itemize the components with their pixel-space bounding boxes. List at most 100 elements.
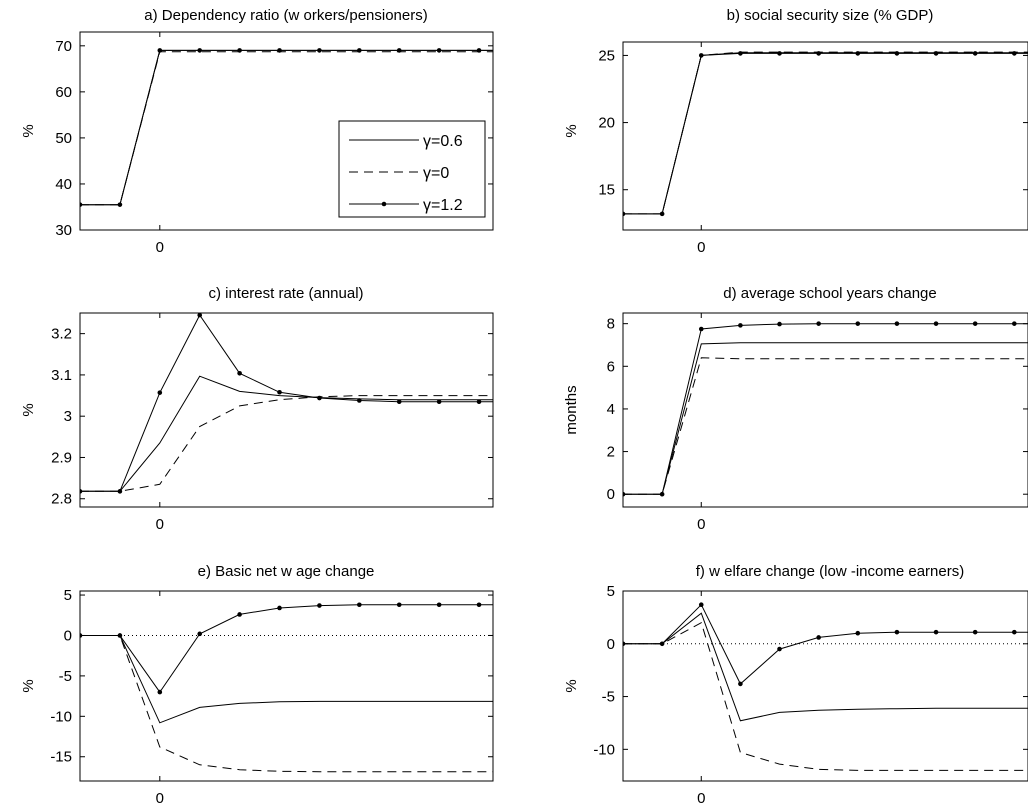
panel-c-y-tick-label: 2.9 — [51, 449, 72, 466]
panel-b-point-gamma-1-2 — [738, 51, 743, 56]
panel-c-frame — [79, 312, 494, 508]
panel-c-y-tick-label: 3 — [64, 408, 72, 425]
panel-b-title: b) social security size (% GDP) — [727, 7, 934, 24]
panel-c-point-gamma-1-2 — [317, 395, 322, 401]
panel-b: b) social security size (% GDP) % 15 20 25… — [563, 7, 1028, 256]
panel-a-point-gamma-1-2 — [117, 202, 123, 207]
panel-e-point-gamma-1-2 — [396, 602, 402, 608]
panel-d-point-gamma-1-2 — [894, 321, 900, 326]
panel-d: d) average school years change months 0 2… — [563, 285, 1028, 533]
panel-c-point-gamma-1-2 — [237, 370, 242, 376]
panel-e-series-gamma-0-6 — [80, 635, 493, 724]
panel-b-point-gamma-1-2 — [894, 51, 900, 56]
panel-f-ylabel: % — [563, 679, 580, 692]
panel-c-point-gamma-1-2 — [476, 399, 482, 405]
panel-e-ylabel: % — [20, 679, 37, 692]
panel-c-plot-area: 2.8 2.9 3 3.1 3.2 0 — [51, 312, 522, 533]
panel-a-y-tick-label: 60 — [55, 84, 72, 101]
panel-c-point-gamma-1-2 — [197, 313, 203, 318]
panel-b-point-gamma-1-2 — [659, 211, 665, 217]
panel-a-point-gamma-1-2 — [277, 48, 282, 53]
panel-e-y-tick-label: -10 — [50, 708, 72, 725]
panel-c-point-gamma-1-2 — [277, 389, 282, 395]
panel-d-point-gamma-1-2 — [777, 321, 782, 327]
panel-c: c) interest rate (annual) % 2.8 2.9 3 3.1 3.… — [20, 285, 522, 533]
panel-a-y-tick-label: 70 — [55, 38, 72, 55]
panel-d-y-tick-label: 4 — [607, 401, 615, 418]
panel-d-x-tick-label: 0 — [697, 516, 705, 533]
panel-b-point-gamma-1-2 — [972, 51, 978, 56]
panel-c-point-gamma-1-2 — [357, 398, 362, 403]
panel-a-point-gamma-1-2 — [157, 48, 163, 53]
panel-f-point-gamma-1-2 — [933, 629, 939, 635]
panel-c-x-tick-label: 0 — [156, 516, 164, 533]
panel-f-y-tick-label: 5 — [607, 583, 615, 600]
panel-f-y-tick-label: -5 — [602, 689, 615, 706]
panel-a-title: a) Dependency ratio (w orkers/pensioners… — [144, 7, 427, 24]
panel-e-point-gamma-1-2 — [357, 602, 362, 608]
legend-label-gamma-0-6: γ=0.6 — [423, 133, 463, 150]
panel-c-series-group — [80, 313, 522, 494]
panel-a-point-gamma-1-2 — [197, 48, 203, 53]
panel-c-series-gamma-1-2 — [80, 314, 493, 492]
panel-d-series-gamma-0 — [623, 357, 1028, 495]
panel-f-point-gamma-1-2 — [855, 630, 861, 636]
panel-a-ylabel: % — [20, 124, 37, 137]
panel-b-point-gamma-1-2 — [855, 51, 861, 56]
panel-e-point-gamma-1-2 — [117, 633, 123, 638]
panel-f-point-gamma-1-2 — [698, 602, 704, 608]
panel-f-point-gamma-1-2 — [816, 635, 821, 640]
panel-c-point-gamma-1-2 — [517, 399, 522, 404]
panel-b-series-gamma-1-2 — [623, 52, 1028, 215]
panel-e-frame — [79, 590, 494, 782]
panel-c-y-tick-label: 3.2 — [51, 326, 72, 343]
panel-e-plot-area: -15 -10 -5 0 5 0 — [50, 587, 494, 807]
panel-f-series-gamma-1-2 — [623, 603, 1028, 685]
panel-f-background — [623, 591, 1028, 781]
panel-b-point-gamma-1-2 — [933, 51, 939, 56]
panel-b-point-gamma-1-2 — [698, 53, 704, 58]
legend-label-gamma-0: γ=0 — [423, 165, 449, 182]
panel-c-point-gamma-1-2 — [157, 390, 163, 395]
panel-d-series-gamma-0-6 — [623, 342, 1028, 495]
panel-a: a) Dependency ratio (w orkers/pensioners… — [20, 7, 494, 256]
panel-e-title: e) Basic net w age change — [198, 563, 375, 580]
panel-b-point-gamma-1-2 — [777, 51, 782, 56]
panel-c-y-tick-label: 2.8 — [51, 491, 72, 508]
panel-c-background — [80, 313, 493, 507]
panel-a-point-gamma-1-2 — [237, 48, 242, 53]
panel-d-series-group — [623, 321, 1028, 497]
panel-d-frame — [622, 312, 1028, 508]
panel-b-series-gamma-0 — [623, 51, 1028, 215]
panel-d-point-gamma-1-2 — [1012, 321, 1017, 326]
panel-d-point-gamma-1-2 — [816, 321, 821, 326]
panel-f-series-gamma-0-6 — [623, 612, 1028, 722]
panel-c-point-gamma-1-2 — [436, 399, 442, 405]
panel-c-ylabel: % — [20, 403, 37, 416]
panel-c-series-gamma-0 — [80, 395, 493, 492]
panel-e-point-gamma-1-2 — [277, 605, 282, 611]
panel-e-point-gamma-1-2 — [436, 602, 442, 608]
panel-b-series-group — [623, 51, 1028, 217]
panel-f-point-gamma-1-2 — [894, 629, 900, 635]
panel-f-plot-area: -10 -5 0 5 0 — [593, 583, 1028, 807]
panel-f-frame — [622, 590, 1028, 782]
panel-e-point-gamma-1-2 — [157, 689, 163, 695]
panel-d-y-tick-label: 6 — [607, 358, 615, 375]
panel-e-point-gamma-1-2 — [317, 603, 322, 608]
legend: γ=0.6 γ=0 γ=1.2 — [338, 120, 486, 218]
panel-d-y-tick-label: 2 — [607, 444, 615, 461]
panel-b-y-tick-label: 20 — [598, 115, 615, 132]
legend-marker-gamma-1-2 — [381, 201, 387, 207]
panel-e-series-group — [80, 602, 493, 773]
panel-f-series-gamma-0 — [623, 621, 1028, 771]
panel-f: f) w elfare change (low -income earners)… — [563, 563, 1028, 807]
panel-e-series-gamma-1-2 — [80, 604, 493, 693]
panel-e-background — [80, 591, 493, 781]
panel-a-x-tick-label: 0 — [156, 239, 164, 256]
panel-a-point-gamma-1-2 — [436, 48, 442, 53]
panel-b-point-gamma-1-2 — [623, 211, 626, 217]
panel-e-y-tick-label: -15 — [50, 749, 72, 766]
panel-d-y-tick-label: 8 — [607, 316, 615, 333]
